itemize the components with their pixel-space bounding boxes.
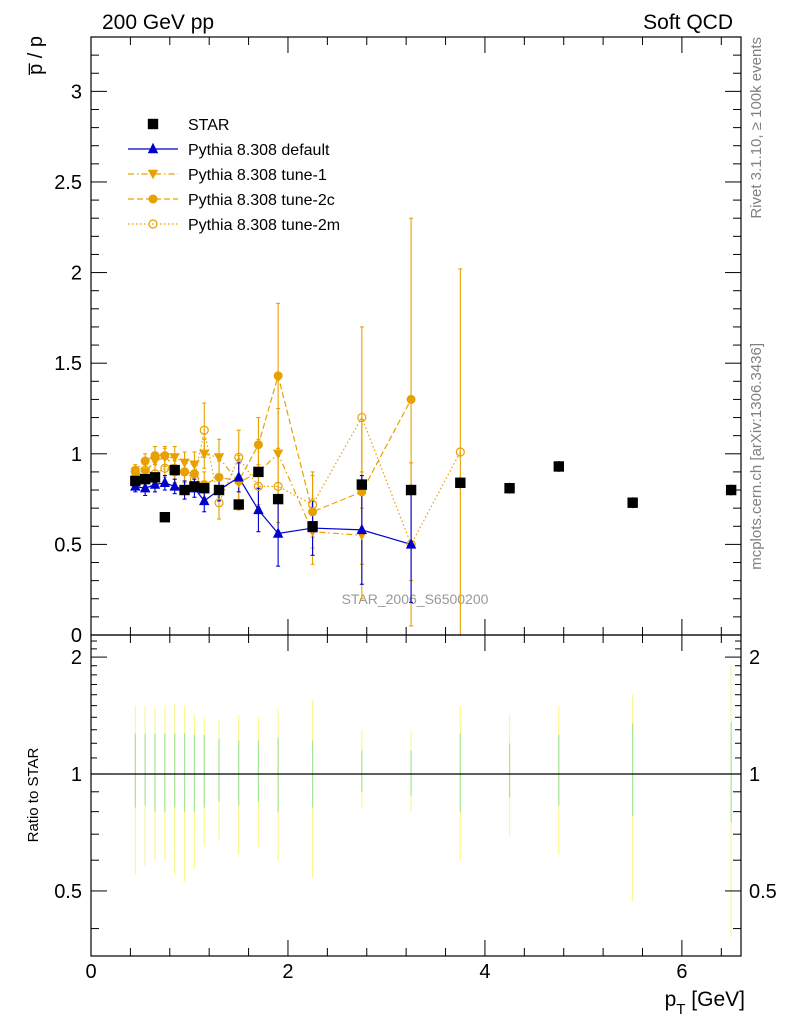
data-point-pythia-8-308-tune-1 xyxy=(149,456,161,467)
data-point-star xyxy=(627,497,638,508)
legend-label-star: STAR xyxy=(188,117,229,134)
data-point-pythia-8-308-default xyxy=(149,478,161,489)
legend-marker-pythia-8-308-tune-1 xyxy=(147,169,159,180)
legend-marker-pythia-8-308-tune-2m xyxy=(148,219,158,229)
data-point-pythia-8-308-tune-1 xyxy=(213,453,225,463)
data-point-pythia-8-308-default xyxy=(159,476,171,487)
data-point-pythia-8-308-tune-1 xyxy=(169,453,180,463)
ratio-panel-frame xyxy=(90,634,742,957)
data-point-pythia-8-308-tune-1 xyxy=(159,453,171,463)
xtick-label: 4 xyxy=(479,961,490,983)
data-point-pythia-8-308-tune-2m xyxy=(253,481,264,492)
ratio-ytick-label-right: 1 xyxy=(749,764,760,786)
data-point-pythia-8-308-default xyxy=(139,482,151,493)
ratio-ytick-label: 2 xyxy=(71,647,82,669)
legend: STAR Pythia 8.308 default Pythia 8.308 tun… xyxy=(128,117,340,234)
ratio-ytick-label-right: 0.5 xyxy=(749,881,777,903)
main-ytick-label: 1.5 xyxy=(54,353,82,375)
data-point-pythia-8-308-tune-2c xyxy=(214,472,224,482)
data-point-star xyxy=(189,481,200,492)
data-point-star xyxy=(405,484,417,496)
legend-marker-star xyxy=(147,118,159,130)
legend-label-pythia-8-308-tune-1: Pythia 8.308 tune-1 xyxy=(188,167,327,184)
main-ytick-label: 1 xyxy=(71,444,82,466)
legend-label-pythia-8-308-tune-2m: Pythia 8.308 tune-2m xyxy=(188,217,340,234)
ratio-bands xyxy=(91,665,741,938)
data-point-pythia-8-308-default xyxy=(356,523,368,535)
data-point-pythia-8-308-tune-1 xyxy=(199,449,210,459)
data-point-pythia-8-308-tune-1 xyxy=(272,449,284,459)
xtick-label: 2 xyxy=(282,961,293,983)
data-point-pythia-8-308-tune-2m xyxy=(357,412,367,423)
legend-label-pythia-8-308-default: Pythia 8.308 default xyxy=(188,142,330,159)
data-point-star xyxy=(139,473,151,485)
ratio-ytick-label: 1 xyxy=(71,764,82,786)
data-point-pythia-8-308-tune-2c xyxy=(406,394,416,404)
legend-label-pythia-8-308-tune-2c: Pythia 8.308 tune-2c xyxy=(188,192,335,209)
ratio-ytick-label: 0.5 xyxy=(54,881,82,903)
data-point-star xyxy=(356,479,368,490)
data-point-pythia-8-308-default xyxy=(272,527,284,538)
ratio-ytick-label-right: 2 xyxy=(749,647,760,669)
data-point-pythia-8-308-default xyxy=(169,480,180,491)
header-left-label: 200 GeV pp xyxy=(102,11,214,34)
data-point-star xyxy=(504,483,515,494)
data-point-pythia-8-308-default xyxy=(405,538,417,549)
data-point-pythia-8-308-tune-2m xyxy=(273,481,283,492)
series-line-pythia-8-308-tune-2m xyxy=(134,416,461,546)
data-point-pythia-8-308-default xyxy=(233,471,244,482)
data-point-star xyxy=(169,464,180,476)
data-point-star xyxy=(233,499,244,510)
data-point-pythia-8-308-tune-1 xyxy=(179,458,190,469)
data-point-pythia-8-308-tune-2c xyxy=(140,456,150,466)
main-ytick-label: 3 xyxy=(71,81,82,103)
data-point-pythia-8-308-tune-2m xyxy=(214,498,224,508)
data-point-star xyxy=(213,484,225,496)
data-point-star xyxy=(725,484,737,496)
rivet-version-label: Rivet 3.1.10, ≥ 100k events xyxy=(748,37,765,219)
data-point-pythia-8-308-tune-2m xyxy=(234,452,244,463)
data-point-pythia-8-308-tune-2c xyxy=(253,440,263,450)
analysis-watermark: STAR_2006_S6500200 xyxy=(342,591,489,607)
data-point-star xyxy=(159,512,171,523)
data-point-pythia-8-308-tune-2c xyxy=(273,371,283,381)
data-point-pythia-8-308-tune-2c xyxy=(180,467,190,477)
legend-marker-pythia-8-308-default xyxy=(147,142,159,154)
data-point-pythia-8-308-tune-2m xyxy=(199,425,209,435)
main-ytick-label: 2.5 xyxy=(54,172,82,194)
legend-marker-pythia-8-308-tune-2c xyxy=(148,194,158,204)
data-point-star xyxy=(553,461,565,472)
data-point-star xyxy=(272,493,284,505)
data-point-pythia-8-308-tune-2m xyxy=(455,447,465,457)
mcplots-label: mcplots.cern.ch [arXiv:1306.3436] xyxy=(748,343,765,570)
data-point-pythia-8-308-tune-2m xyxy=(160,463,170,473)
data-point-pythia-8-308-default xyxy=(253,503,264,515)
xtick-label: 0 xyxy=(85,961,96,983)
main-ytick-label: 2 xyxy=(71,263,82,285)
data-markers xyxy=(130,371,737,549)
data-point-star xyxy=(199,483,210,494)
data-point-star xyxy=(179,484,190,496)
main-ytick-label: 0.5 xyxy=(54,534,82,556)
ratio-ylabel: Ratio to STAR xyxy=(25,747,42,842)
main-ylabel: p̅ / p xyxy=(25,36,47,75)
data-point-star xyxy=(455,477,466,488)
data-point-pythia-8-308-default xyxy=(199,494,210,506)
data-point-star xyxy=(307,521,318,532)
data-point-star xyxy=(253,466,264,478)
data-point-pythia-8-308-tune-1 xyxy=(139,467,151,478)
header-right-label: Soft QCD xyxy=(643,11,733,34)
data-point-pythia-8-308-tune-2c xyxy=(189,469,199,479)
data-point-pythia-8-308-tune-1 xyxy=(189,460,200,470)
data-point-star xyxy=(149,472,161,483)
axes: 00.511.522.530 2 4 60.5 0.51 12 2 xyxy=(54,36,777,983)
main-ytick-label: 0 xyxy=(71,625,82,647)
xtick-label: 6 xyxy=(676,961,687,983)
data-point-star xyxy=(130,475,141,487)
data-point-pythia-8-308-tune-2c xyxy=(308,507,318,517)
